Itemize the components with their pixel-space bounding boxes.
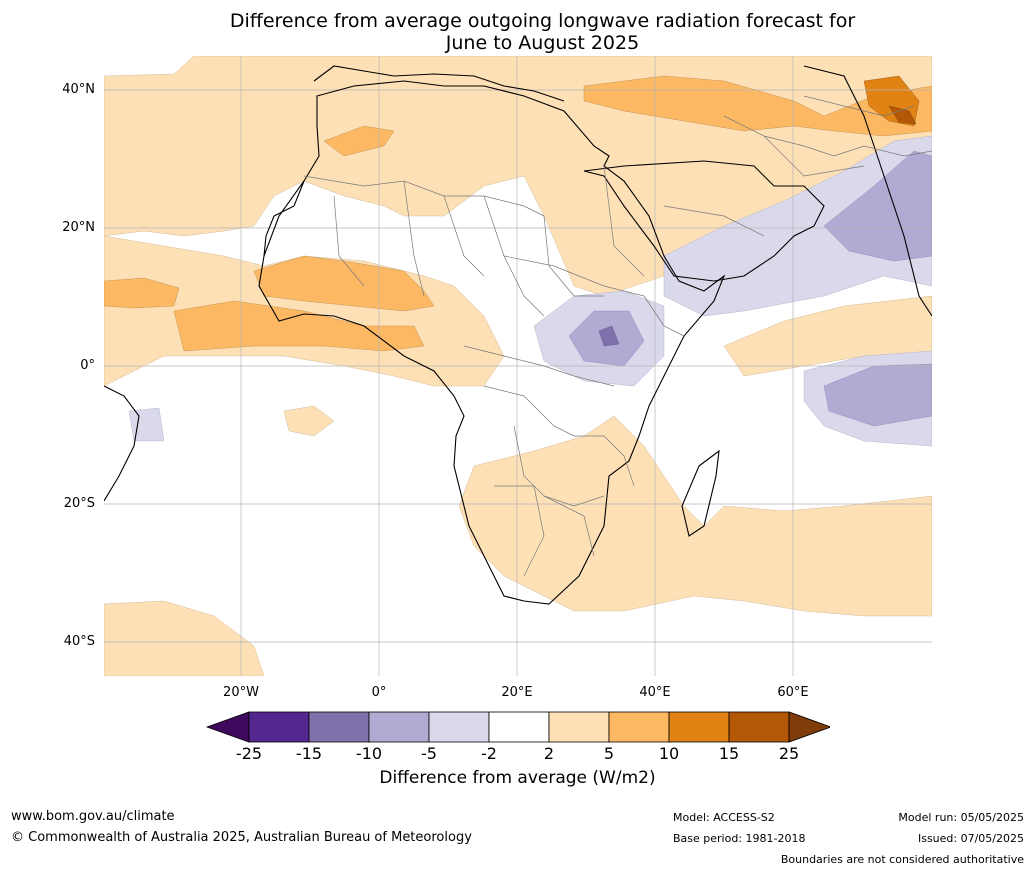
colorbar-tick-label: 25 — [778, 744, 800, 763]
colorbar-swatch — [668, 711, 730, 743]
colorbar-swatch — [548, 711, 610, 743]
lat-label-20s: 20°S — [63, 496, 95, 511]
lat-label-40n: 40°N — [62, 82, 95, 97]
anomaly-region-orange-west-africa — [253, 255, 435, 312]
anomaly-region-orange-middle-east — [583, 75, 932, 137]
lat-label-40s: 40°S — [63, 634, 95, 649]
colorbar-swatch — [608, 711, 670, 743]
colorbar-extend-high — [788, 711, 830, 743]
colorbar-swatch — [308, 711, 370, 743]
colorbar-swatch — [428, 711, 490, 743]
lat-label-20n: 20°N — [62, 220, 95, 235]
lat-label-equator: 0° — [80, 358, 95, 373]
lon-label-0: 0° — [371, 685, 387, 700]
anomaly-region-light-purple-indian — [663, 135, 932, 317]
title-line-2: June to August 2025 — [445, 32, 640, 54]
colorbar-extend-low — [205, 711, 250, 743]
footer-copyright: © Commonwealth of Australia 2025, Austra… — [11, 830, 472, 845]
anomaly-region-purple-arabian-sea — [823, 150, 932, 262]
lon-label-20w: 20°W — [223, 685, 259, 700]
anomaly-region-light-orange-gulf-guinea — [283, 405, 335, 437]
footer-base-period: Base period: 1981-2018 — [673, 832, 806, 845]
anomaly-region-darkest-orange-central-asia — [888, 105, 917, 125]
colorbar-swatches — [205, 711, 830, 743]
colorbar-tick-label: -5 — [421, 744, 437, 763]
map-svg — [104, 56, 932, 676]
lon-label-40e: 40°E — [639, 685, 671, 700]
colorbar-tick-label: 15 — [718, 744, 740, 763]
colorbar-label: Difference from average (W/m2) — [379, 768, 656, 788]
colorbar-swatch — [488, 711, 550, 743]
anomaly-region-orange-north-africa — [323, 125, 395, 157]
colorbar-tick-label: -10 — [355, 744, 383, 763]
map-area — [104, 56, 932, 676]
anomaly-region-orange-atlantic — [104, 277, 180, 309]
title-line-1: Difference from average outgoing longwav… — [229, 10, 856, 32]
colorbar-swatch — [728, 711, 790, 743]
colorbar-tick-label: -2 — [481, 744, 497, 763]
colorbar-tick-label: 2 — [543, 744, 555, 763]
footer-disclaimer: Boundaries are not considered authoritat… — [780, 853, 1024, 866]
colorbar-tick-label: 5 — [603, 744, 615, 763]
lon-label-60e: 60°E — [777, 685, 809, 700]
footer-model: Model: ACCESS-S2 — [673, 811, 775, 824]
anomaly-region-light-orange-south-atlantic — [104, 600, 265, 676]
country-borders — [303, 95, 932, 577]
anomaly-region-light-purple-south-atlantic — [128, 407, 165, 442]
colorbar-tick-label: -15 — [295, 744, 323, 763]
footer-url: www.bom.gov.au/climate — [11, 809, 175, 824]
colorbar-swatch — [368, 711, 430, 743]
map-gridlines — [104, 56, 932, 676]
colorbar-tick-label: 10 — [658, 744, 680, 763]
coastlines — [104, 65, 932, 605]
colorbar-swatch — [248, 711, 310, 743]
colorbar-tick-label: -25 — [235, 744, 263, 763]
footer-model-run: Model run: 05/05/2025 — [898, 811, 1024, 824]
colorbar — [205, 711, 830, 743]
anomaly-region-dark-purple-lake-victoria — [598, 325, 620, 347]
map-title: Difference from average outgoing longwav… — [0, 10, 1035, 54]
anomaly-region-orange-gulf-guinea — [173, 300, 425, 352]
footer-issued: Issued: 07/05/2025 — [917, 832, 1024, 845]
anomaly-region-light-orange-south-africa — [458, 415, 932, 617]
lon-label-20e: 20°E — [501, 685, 533, 700]
